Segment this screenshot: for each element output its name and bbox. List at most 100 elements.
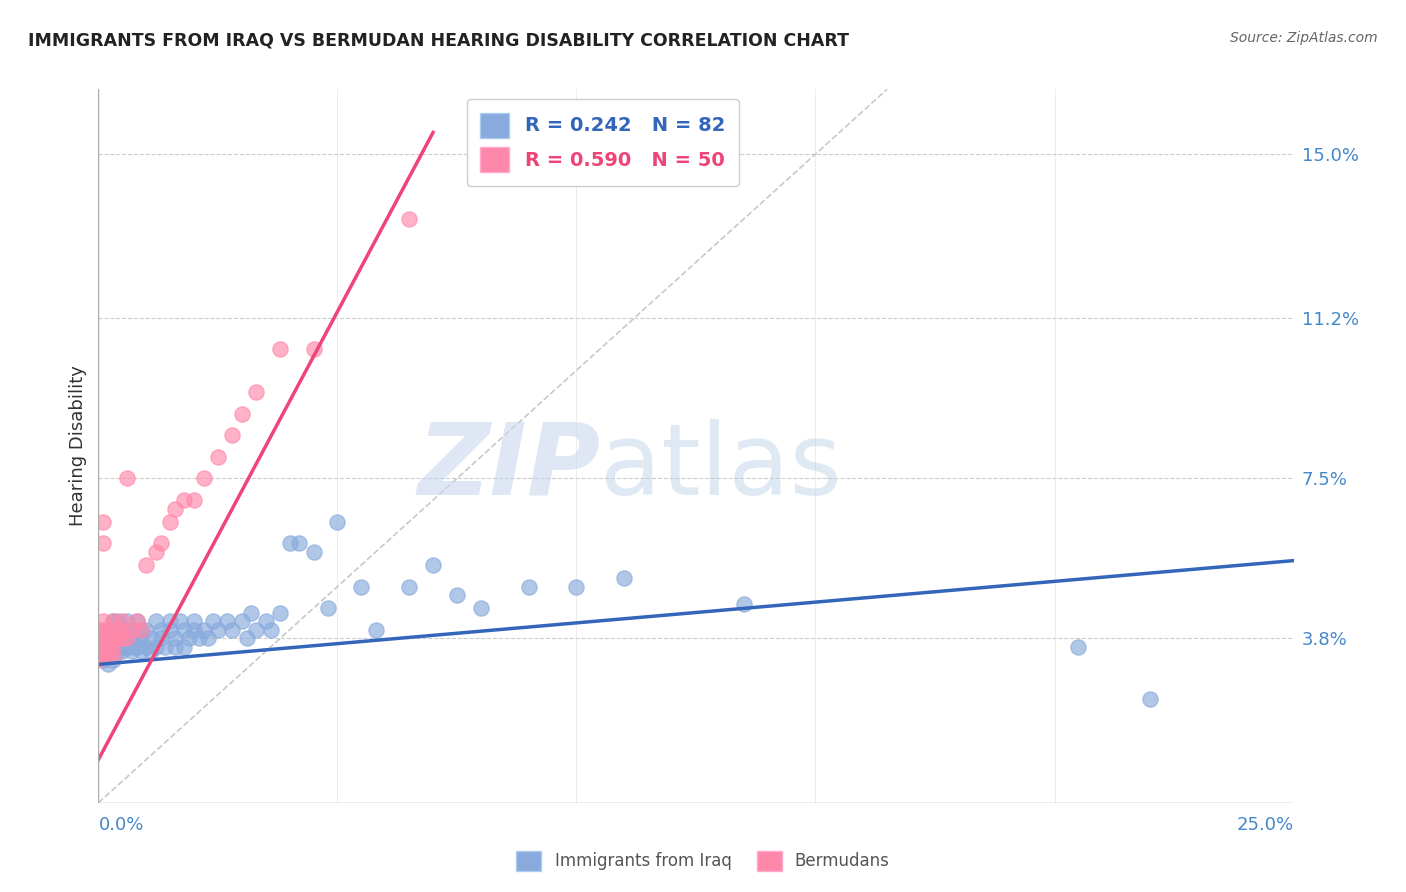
Point <box>101 653 124 667</box>
Point <box>169 614 191 628</box>
Point <box>135 623 157 637</box>
Point <box>149 536 172 550</box>
Point <box>111 632 134 646</box>
Point <box>97 623 120 637</box>
Point <box>163 640 186 654</box>
Point <box>565 580 588 594</box>
Point <box>91 623 114 637</box>
Point <box>217 614 239 628</box>
Point <box>235 632 257 646</box>
Point <box>91 536 114 550</box>
Point <box>398 580 420 594</box>
Point <box>91 648 114 663</box>
Point <box>91 653 114 667</box>
Point <box>202 614 225 628</box>
Point <box>159 623 181 637</box>
Point <box>145 614 167 628</box>
Point <box>91 644 114 658</box>
Point <box>131 623 153 637</box>
Point <box>245 623 267 637</box>
Y-axis label: Hearing Disability: Hearing Disability <box>69 366 87 526</box>
Point <box>179 632 201 646</box>
Point <box>326 515 349 529</box>
Point <box>131 623 153 637</box>
Point <box>111 623 134 637</box>
Point <box>111 644 134 658</box>
Text: IMMIGRANTS FROM IRAQ VS BERMUDAN HEARING DISABILITY CORRELATION CHART: IMMIGRANTS FROM IRAQ VS BERMUDAN HEARING… <box>28 31 849 49</box>
Text: 25.0%: 25.0% <box>1236 816 1294 834</box>
Point <box>155 640 177 654</box>
Point <box>240 606 263 620</box>
Point <box>91 614 114 628</box>
Point <box>422 558 444 572</box>
Point <box>125 614 148 628</box>
Point <box>193 471 215 485</box>
Point <box>197 632 219 646</box>
Point <box>135 558 157 572</box>
Point <box>107 632 129 646</box>
Point <box>316 601 339 615</box>
Point <box>364 623 387 637</box>
Point <box>87 623 110 637</box>
Point <box>107 623 129 637</box>
Point <box>101 648 124 663</box>
Point <box>97 657 120 672</box>
Point <box>107 623 129 637</box>
Point <box>87 640 110 654</box>
Point <box>115 471 138 485</box>
Point <box>259 623 281 637</box>
Text: atlas: atlas <box>600 419 842 516</box>
Point <box>107 632 129 646</box>
Point <box>97 648 120 663</box>
Point <box>302 342 325 356</box>
Point <box>254 614 277 628</box>
Point <box>107 640 129 654</box>
Point <box>101 623 124 637</box>
Point <box>87 653 110 667</box>
Point <box>111 614 134 628</box>
Point <box>173 623 195 637</box>
Point <box>613 571 636 585</box>
Point <box>101 632 124 646</box>
Point <box>733 597 755 611</box>
Point <box>163 632 186 646</box>
Point <box>91 632 114 646</box>
Point <box>111 632 134 646</box>
Point <box>115 632 138 646</box>
Point <box>245 384 267 399</box>
Point <box>231 614 253 628</box>
Point <box>101 614 124 628</box>
Point <box>139 632 162 646</box>
Point <box>183 493 205 508</box>
Point <box>193 623 215 637</box>
Point <box>149 623 172 637</box>
Point <box>107 644 129 658</box>
Point <box>207 450 229 464</box>
Point <box>87 648 110 663</box>
Point <box>145 545 167 559</box>
Point <box>1139 692 1161 706</box>
Point <box>131 644 153 658</box>
Point <box>125 632 148 646</box>
Point <box>159 515 181 529</box>
Point <box>87 632 110 646</box>
Point <box>446 588 468 602</box>
Point <box>231 407 253 421</box>
Point <box>135 640 157 654</box>
Point <box>121 623 143 637</box>
Legend: Immigrants from Iraq, Bermudans: Immigrants from Iraq, Bermudans <box>508 842 898 880</box>
Text: ZIP: ZIP <box>418 419 600 516</box>
Point <box>159 614 181 628</box>
Text: 0.0%: 0.0% <box>98 816 143 834</box>
Point <box>269 606 291 620</box>
Point <box>221 428 243 442</box>
Text: Source: ZipAtlas.com: Source: ZipAtlas.com <box>1230 31 1378 45</box>
Point <box>131 632 153 646</box>
Point <box>207 623 229 637</box>
Point <box>163 501 186 516</box>
Point <box>101 632 124 646</box>
Point <box>278 536 301 550</box>
Point <box>517 580 540 594</box>
Point <box>115 623 138 637</box>
Point <box>107 614 129 628</box>
